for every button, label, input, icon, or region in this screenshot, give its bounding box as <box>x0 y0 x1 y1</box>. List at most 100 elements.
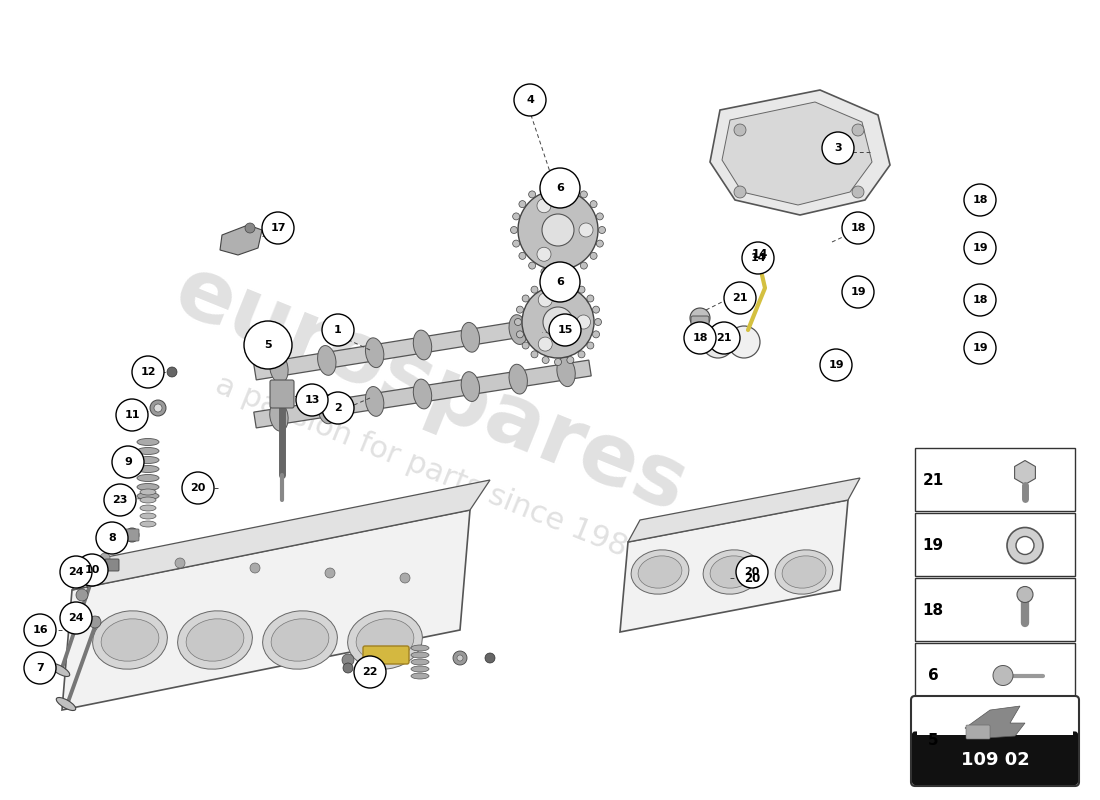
Ellipse shape <box>140 505 156 511</box>
Text: 14: 14 <box>750 253 766 263</box>
Circle shape <box>1013 721 1037 745</box>
Ellipse shape <box>140 497 156 503</box>
Text: 21: 21 <box>716 333 732 343</box>
Circle shape <box>60 602 92 634</box>
FancyBboxPatch shape <box>915 448 1075 511</box>
Circle shape <box>540 168 580 208</box>
Circle shape <box>568 185 575 192</box>
Text: 19: 19 <box>972 243 988 253</box>
Circle shape <box>24 652 56 684</box>
Ellipse shape <box>138 466 160 473</box>
Circle shape <box>568 268 575 275</box>
Circle shape <box>593 331 600 338</box>
Text: 24: 24 <box>68 567 84 577</box>
Circle shape <box>736 556 768 588</box>
Circle shape <box>587 295 594 302</box>
Circle shape <box>514 84 546 116</box>
Text: 22: 22 <box>362 667 377 677</box>
Circle shape <box>100 553 110 563</box>
Circle shape <box>581 262 587 269</box>
Text: 6: 6 <box>927 668 938 683</box>
Circle shape <box>581 191 587 198</box>
Text: 20: 20 <box>190 483 206 493</box>
Ellipse shape <box>186 619 244 661</box>
FancyBboxPatch shape <box>911 696 1079 786</box>
Polygon shape <box>254 360 591 428</box>
Circle shape <box>154 404 162 412</box>
Ellipse shape <box>461 372 480 402</box>
Circle shape <box>842 276 874 308</box>
Ellipse shape <box>411 652 429 658</box>
Circle shape <box>728 326 760 358</box>
Ellipse shape <box>509 364 527 394</box>
Circle shape <box>132 356 164 388</box>
Circle shape <box>515 318 521 326</box>
Circle shape <box>1016 537 1034 554</box>
FancyBboxPatch shape <box>915 643 1075 706</box>
Ellipse shape <box>509 314 527 345</box>
Ellipse shape <box>638 556 682 588</box>
Ellipse shape <box>270 402 288 431</box>
FancyBboxPatch shape <box>915 578 1075 641</box>
Circle shape <box>116 399 148 431</box>
Ellipse shape <box>414 379 431 409</box>
Circle shape <box>593 306 600 313</box>
Circle shape <box>537 198 551 213</box>
Ellipse shape <box>411 673 429 679</box>
Circle shape <box>522 295 529 302</box>
Circle shape <box>245 223 255 233</box>
Circle shape <box>702 326 734 358</box>
Circle shape <box>537 247 551 262</box>
Circle shape <box>578 286 585 293</box>
Circle shape <box>538 337 552 351</box>
Circle shape <box>566 357 574 363</box>
Text: eurospares: eurospares <box>162 250 698 530</box>
Circle shape <box>150 400 166 416</box>
Polygon shape <box>220 225 262 255</box>
Circle shape <box>587 342 594 349</box>
Circle shape <box>517 331 524 338</box>
Ellipse shape <box>140 521 156 527</box>
Text: 19: 19 <box>972 343 988 353</box>
Circle shape <box>554 358 561 366</box>
Text: 16: 16 <box>32 625 47 635</box>
Circle shape <box>518 190 598 270</box>
Circle shape <box>167 367 177 377</box>
Circle shape <box>510 226 517 234</box>
Polygon shape <box>62 510 470 710</box>
Circle shape <box>342 654 354 666</box>
Circle shape <box>182 472 214 504</box>
Circle shape <box>734 186 746 198</box>
Ellipse shape <box>557 307 575 337</box>
Circle shape <box>542 214 574 246</box>
Polygon shape <box>722 102 872 205</box>
Circle shape <box>513 240 519 247</box>
Ellipse shape <box>101 619 158 661</box>
Text: 19: 19 <box>828 360 844 370</box>
FancyBboxPatch shape <box>915 513 1075 576</box>
Text: 18: 18 <box>972 295 988 305</box>
Circle shape <box>296 384 328 416</box>
Text: 18: 18 <box>850 223 866 233</box>
Text: 20: 20 <box>744 571 760 585</box>
Circle shape <box>529 191 536 198</box>
FancyBboxPatch shape <box>691 316 710 340</box>
Circle shape <box>538 293 552 307</box>
Circle shape <box>522 342 529 349</box>
Text: 6: 6 <box>557 183 564 193</box>
Ellipse shape <box>138 474 160 482</box>
Ellipse shape <box>270 354 288 383</box>
Text: 13: 13 <box>305 395 320 405</box>
Circle shape <box>579 223 593 237</box>
Circle shape <box>540 262 580 302</box>
FancyBboxPatch shape <box>915 708 1075 771</box>
FancyBboxPatch shape <box>966 725 990 739</box>
Circle shape <box>453 651 468 665</box>
Circle shape <box>343 663 353 673</box>
Circle shape <box>112 446 144 478</box>
Text: 5: 5 <box>927 733 938 748</box>
Text: 24: 24 <box>68 613 84 623</box>
Circle shape <box>742 242 774 274</box>
Ellipse shape <box>177 611 252 669</box>
Circle shape <box>578 351 585 358</box>
